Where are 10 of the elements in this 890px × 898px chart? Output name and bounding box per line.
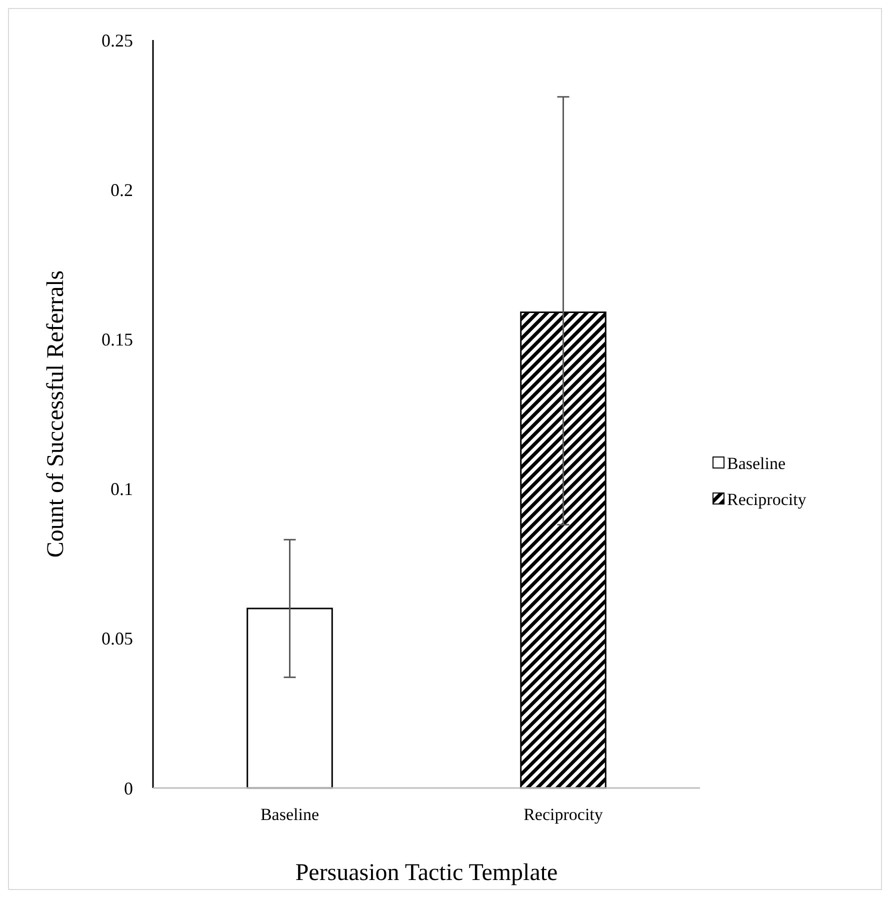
y-tick-label: 0.1 [110, 479, 133, 500]
y-tick-label: 0.25 [102, 30, 133, 50]
y-tick-label: 0 [124, 778, 133, 798]
legend-label: Reciprocity [727, 490, 807, 509]
y-tick-label: 0.2 [110, 180, 133, 200]
legend-label: Baseline [727, 454, 786, 473]
y-tick-label: 0.15 [102, 330, 133, 350]
y-axis-title: Count of Successful Referrals [43, 270, 69, 558]
y-tick-label: 0.05 [102, 628, 133, 649]
x-axis-title: Persuasion Tactic Template [295, 860, 558, 886]
